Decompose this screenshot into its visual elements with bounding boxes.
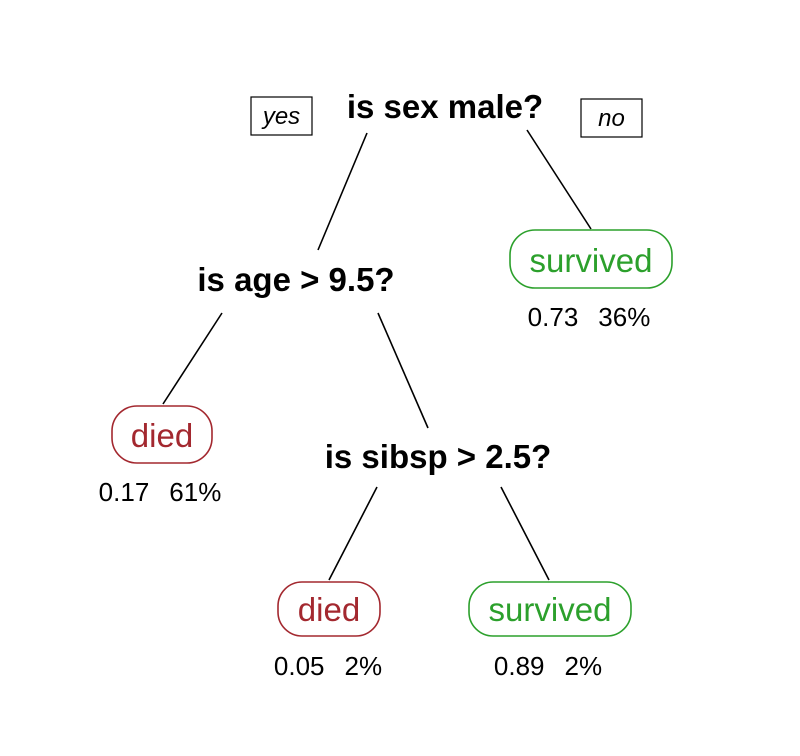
leaf-boy-few-sibs-value: 0.89 — [494, 651, 545, 681]
leaf-boy-few-sibs-label: survived — [489, 591, 612, 628]
leaf-male-older-label: died — [131, 417, 193, 454]
leaf-boy-many-sibs-label: died — [298, 591, 360, 628]
leaf-male-older-died: died 0.17 61% — [99, 405, 222, 507]
age-split-question: is age > 9.5? — [197, 261, 394, 298]
leaf-male-older-stats: 0.17 61% — [99, 477, 222, 507]
leaf-female-box — [509, 229, 673, 289]
leaf-boy-few-sibs-survived: survived 0.89 2% — [468, 581, 632, 681]
leaf-boy-many-sibs-stats: 0.05 2% — [274, 651, 382, 681]
edge-sibsp-to-died-leaf — [328, 486, 378, 581]
edge-age-to-sibsp — [377, 312, 429, 429]
root-split-question: is sex male? — [347, 88, 543, 125]
sibsp-split-node: is sibsp > 2.5? — [325, 438, 552, 475]
no-branch-label: no — [580, 98, 643, 138]
leaf-male-older-value: 0.17 — [99, 477, 150, 507]
edge-age-to-died-leaf — [162, 312, 223, 405]
leaf-female-label: survived — [530, 242, 653, 279]
leaf-boy-few-sibs-box — [468, 581, 632, 637]
leaf-boy-many-sibs-box — [277, 581, 381, 637]
sibsp-split-question: is sibsp > 2.5? — [325, 438, 552, 475]
leaf-boy-many-sibs-percent: 2% — [345, 651, 383, 681]
edge-sibsp-to-survived-leaf — [500, 486, 550, 581]
leaf-female-value: 0.73 — [528, 302, 579, 332]
leaf-female-survived: survived 0.73 36% — [509, 229, 673, 332]
leaf-boy-few-sibs-percent: 2% — [565, 651, 603, 681]
edge-root-to-age — [317, 132, 368, 251]
leaf-female-stats: 0.73 36% — [528, 302, 651, 332]
edge-root-to-female-leaf — [526, 129, 592, 230]
leaf-female-percent: 36% — [598, 302, 650, 332]
leaf-male-older-box — [111, 405, 213, 464]
leaf-boy-few-sibs-stats: 0.89 2% — [494, 651, 602, 681]
yes-branch-label: yes — [250, 96, 313, 136]
leaf-boy-many-sibs-died: died 0.05 2% — [274, 581, 382, 681]
yes-label-text: yes — [261, 103, 300, 130]
age-split-node: is age > 9.5? — [197, 261, 394, 298]
leaf-boy-many-sibs-value: 0.05 — [274, 651, 325, 681]
root-split-node: is sex male? — [347, 88, 543, 125]
leaf-male-older-percent: 61% — [169, 477, 221, 507]
no-label-text: no — [598, 105, 625, 132]
